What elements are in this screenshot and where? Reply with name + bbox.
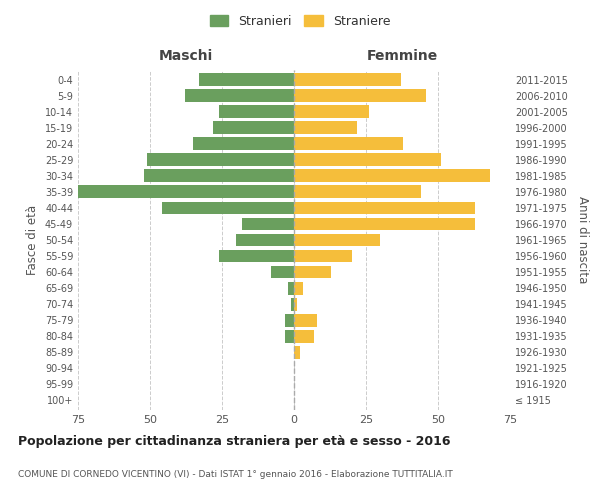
Bar	[294, 346, 300, 358]
Bar	[199, 73, 294, 86]
Bar	[294, 330, 314, 342]
Y-axis label: Fasce di età: Fasce di età	[26, 205, 39, 275]
Bar	[78, 186, 294, 198]
Bar	[294, 218, 475, 230]
Bar	[294, 266, 331, 278]
Y-axis label: Anni di nascita: Anni di nascita	[576, 196, 589, 284]
Bar	[286, 314, 294, 326]
Bar	[294, 122, 358, 134]
Bar	[294, 73, 401, 86]
Bar	[286, 330, 294, 342]
Bar	[193, 138, 294, 150]
Bar	[294, 298, 297, 310]
Text: Femmine: Femmine	[367, 49, 437, 63]
Bar	[294, 250, 352, 262]
Bar	[291, 298, 294, 310]
Text: Maschi: Maschi	[159, 49, 213, 63]
Bar	[271, 266, 294, 278]
Bar	[294, 170, 490, 182]
Legend: Stranieri, Straniere: Stranieri, Straniere	[206, 11, 394, 32]
Bar	[294, 106, 369, 118]
Bar	[219, 106, 294, 118]
Text: COMUNE DI CORNEDO VICENTINO (VI) - Dati ISTAT 1° gennaio 2016 - Elaborazione TUT: COMUNE DI CORNEDO VICENTINO (VI) - Dati …	[18, 470, 453, 479]
Bar	[236, 234, 294, 246]
Bar	[294, 186, 421, 198]
Bar	[294, 234, 380, 246]
Bar	[294, 138, 403, 150]
Bar	[214, 122, 294, 134]
Bar	[147, 154, 294, 166]
Bar	[294, 314, 317, 326]
Bar	[294, 154, 441, 166]
Bar	[185, 89, 294, 102]
Bar	[288, 282, 294, 294]
Bar	[219, 250, 294, 262]
Bar	[294, 282, 302, 294]
Text: Popolazione per cittadinanza straniera per età e sesso - 2016: Popolazione per cittadinanza straniera p…	[18, 435, 451, 448]
Bar	[294, 89, 427, 102]
Bar	[161, 202, 294, 214]
Bar	[144, 170, 294, 182]
Bar	[242, 218, 294, 230]
Bar	[294, 202, 475, 214]
